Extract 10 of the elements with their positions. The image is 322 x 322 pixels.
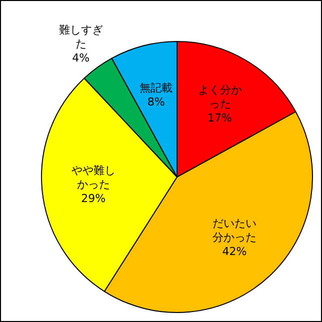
data-label: 42% xyxy=(222,245,247,258)
slice-label: だいたい分かった xyxy=(212,217,257,244)
data-label: 29% xyxy=(81,192,106,205)
data-label: 8% xyxy=(147,95,165,108)
data-label: 17% xyxy=(208,112,232,125)
slice-label: 難しすぎた xyxy=(58,24,103,51)
data-label: 4% xyxy=(72,52,90,65)
slice-label: 無記載 xyxy=(140,81,173,94)
slice-label: やや難しかった xyxy=(71,164,116,191)
slice-label: よく分かった xyxy=(198,84,242,111)
